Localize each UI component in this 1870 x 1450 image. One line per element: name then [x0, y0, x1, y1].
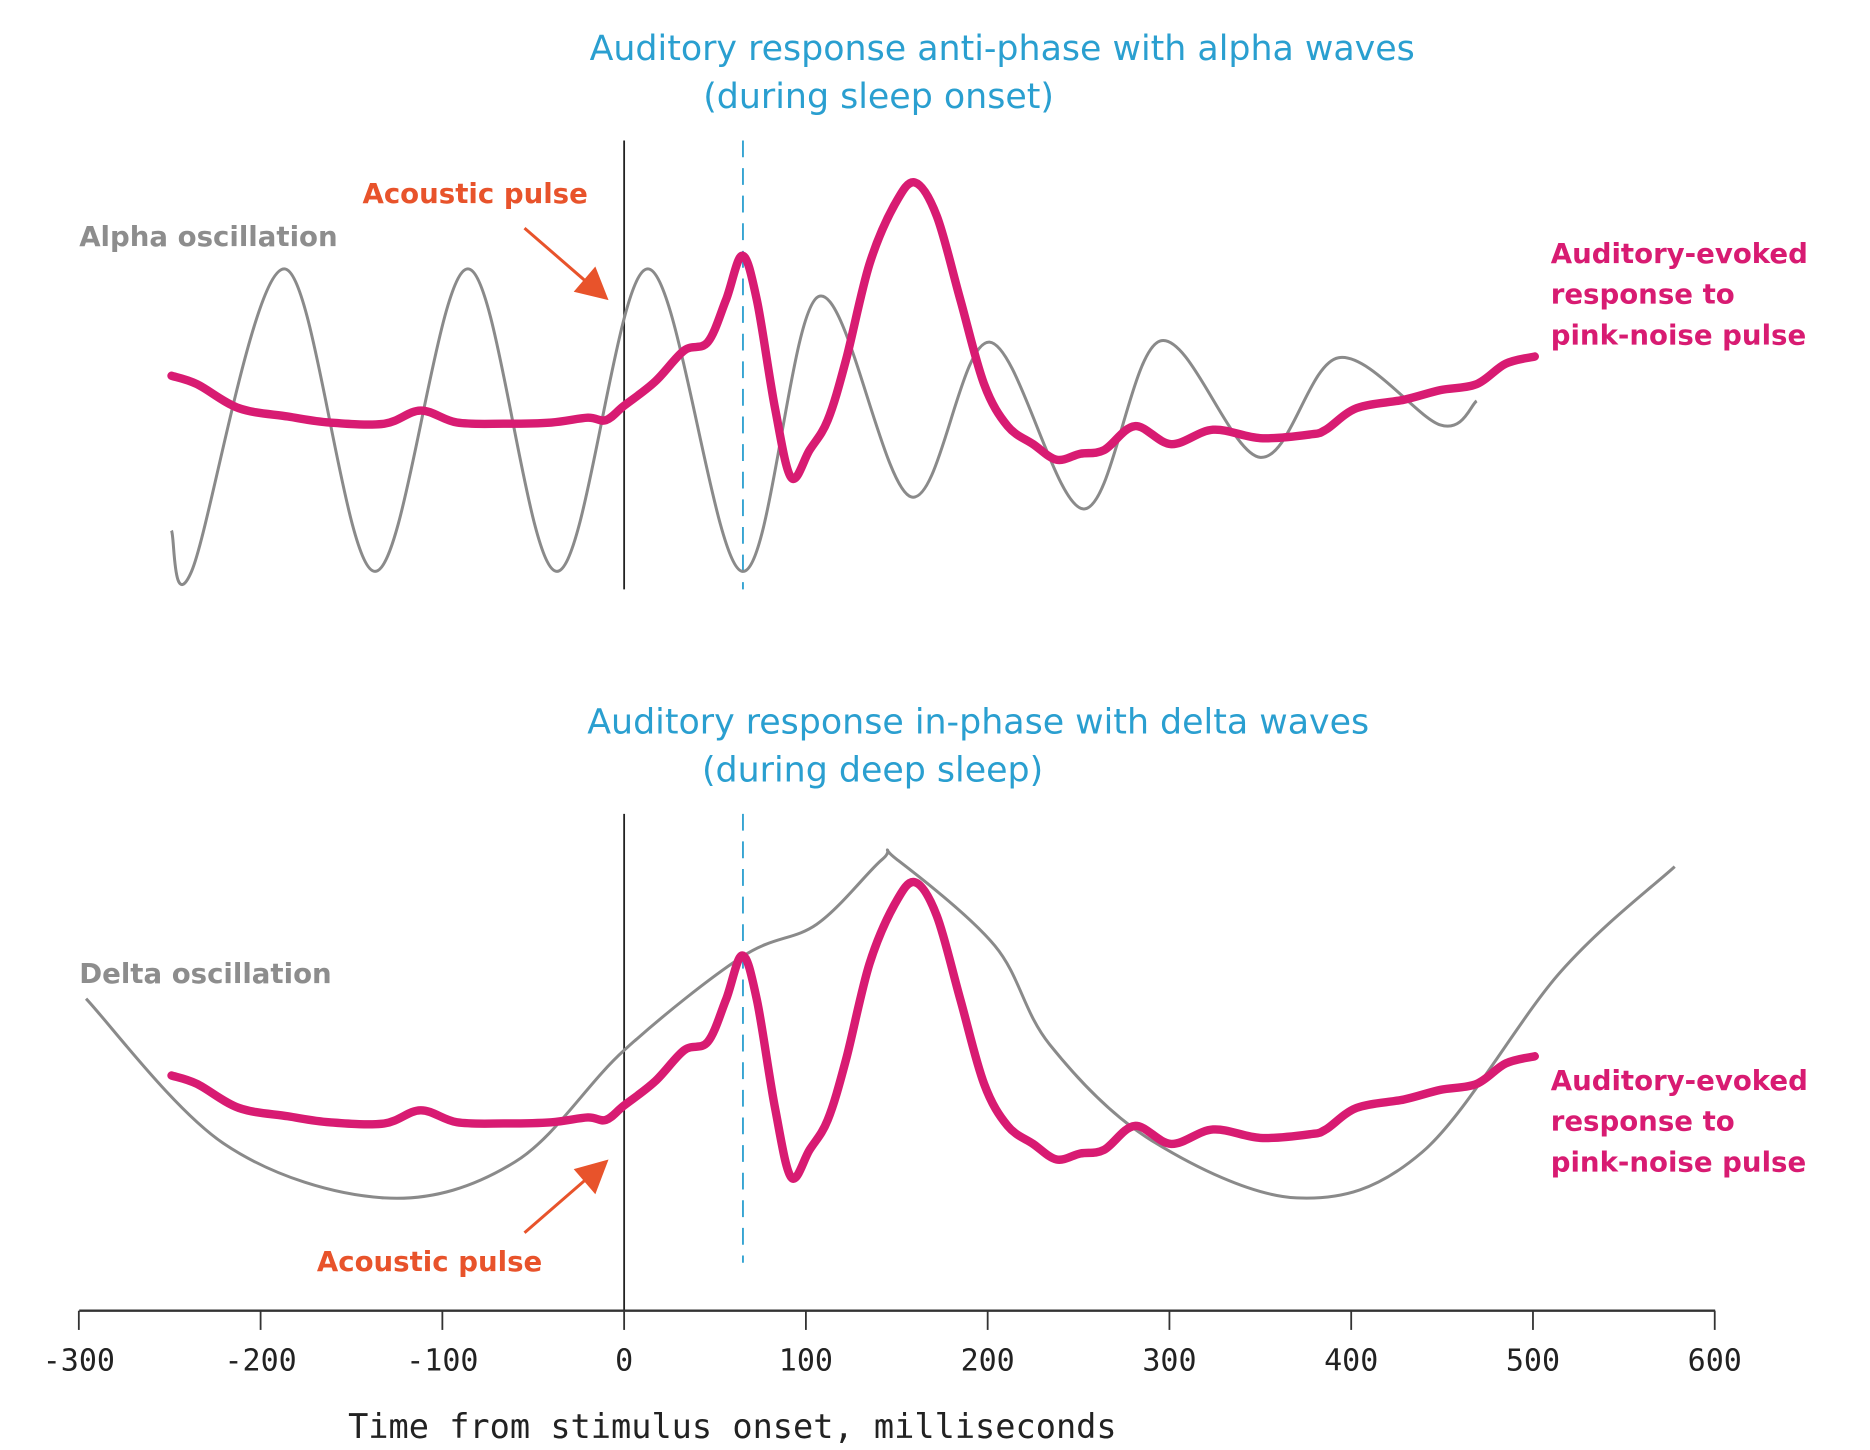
x-axis-title: Time from stimulus onset, milliseconds: [348, 1407, 1117, 1446]
acoustic-pulse-label-bottom: Acoustic pulse: [317, 1245, 542, 1278]
response-line-bottom: [167, 877, 1539, 1183]
x-tick-label: 0: [615, 1344, 633, 1379]
x-axis: -300 -200 -100 0 100 200 300 400 500 600: [43, 1309, 1742, 1379]
alpha-oscillation-line: [170, 267, 1478, 586]
x-tick-label: -100: [406, 1344, 478, 1379]
alpha-oscillation-label: Alpha oscillation: [79, 220, 337, 253]
panel-bottom-subtitle: (during deep sleep): [702, 750, 1043, 790]
x-tick-label: 400: [1324, 1344, 1378, 1379]
x-tick-label: 100: [779, 1344, 833, 1379]
x-tick-label: 500: [1506, 1344, 1560, 1379]
x-tick-label: 300: [1142, 1344, 1196, 1379]
response-label-bottom-2: response to: [1551, 1105, 1735, 1138]
acoustic-pulse-label-top: Acoustic pulse: [362, 177, 587, 210]
response-line-top: [167, 178, 1539, 484]
x-tick-label: -200: [224, 1344, 296, 1379]
panel-top-subtitle: (during sleep onset): [703, 77, 1054, 117]
panel-bottom: Auditory response in-phase with delta wa…: [79, 702, 1808, 1311]
response-label-top-2: response to: [1551, 278, 1735, 311]
x-tick-label: 200: [961, 1344, 1015, 1379]
response-label-top-3: pink-noise pulse: [1551, 319, 1806, 352]
response-label-top-1: Auditory-evoked: [1551, 237, 1808, 270]
acoustic-pulse-arrow-top: [523, 226, 609, 301]
panel-top-title: Auditory response anti-phase with alpha …: [590, 29, 1415, 69]
delta-oscillation-line: [84, 848, 1676, 1200]
x-tick-label: -300: [43, 1344, 115, 1379]
panel-top: Auditory response anti-phase with alpha …: [79, 29, 1808, 590]
response-label-bottom-1: Auditory-evoked: [1551, 1064, 1808, 1097]
acoustic-pulse-arrow-bottom: [523, 1159, 609, 1234]
x-tick-label: 600: [1688, 1344, 1742, 1379]
response-label-bottom-3: pink-noise pulse: [1551, 1145, 1806, 1178]
panel-bottom-title: Auditory response in-phase with delta wa…: [587, 702, 1369, 742]
delta-oscillation-label: Delta oscillation: [79, 957, 331, 990]
